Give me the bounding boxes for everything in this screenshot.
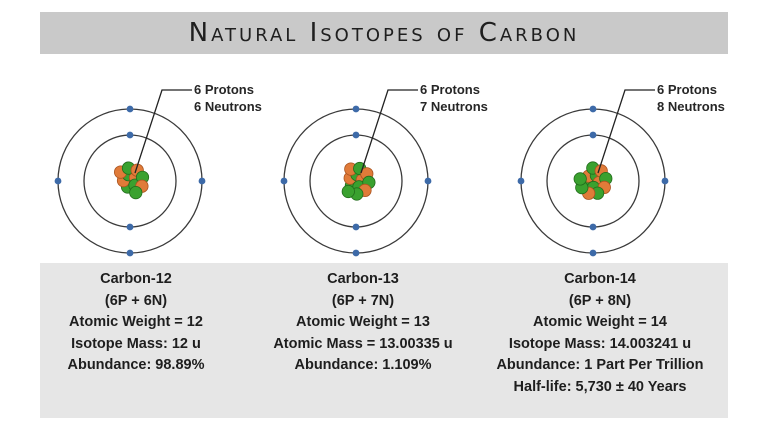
abundance: Abundance: 1 Part Per Trillion — [496, 357, 704, 373]
electron — [126, 131, 134, 139]
label-leader-line — [134, 89, 192, 174]
half-life: Half-life: 5,730 ± 40 Years — [513, 378, 687, 395]
info-carbon-14: Carbon-14 (6P + 8N) Atomic Weight = 14 I… — [478, 269, 722, 398]
atom-diagram-carbon-14: 6 Protons 8 Neutrons — [517, 82, 725, 257]
neutron — [341, 184, 355, 199]
label-leader-line — [597, 89, 655, 174]
isotope-mass: Isotope Mass: 12 u — [71, 335, 201, 352]
info-carbon-13: Carbon-13 (6P + 7N) Atomic Weight = 13 A… — [255, 269, 471, 377]
electron — [352, 249, 360, 257]
neutrons-label: 6 Neutrons — [194, 99, 262, 114]
isotope-composition: (6P + 8N) — [568, 292, 632, 309]
electron — [54, 177, 62, 185]
electron — [589, 131, 597, 139]
atom-diagram-carbon-12: 6 Protons 6 Neutrons — [54, 82, 262, 257]
isotope-mass: Isotope Mass: 14.003241 u — [508, 335, 692, 352]
abundance: Abundance: 98.89% — [67, 357, 205, 373]
label-leader-line — [360, 89, 418, 174]
atomic-weight: Atomic Weight = 12 — [69, 314, 203, 330]
neutron — [129, 186, 143, 200]
neutron — [573, 172, 587, 186]
abundance: Abundance: 1.109% — [294, 357, 432, 373]
isotope-composition: (6P + 6N) — [104, 292, 168, 309]
atomic-mass: Atomic Mass = 13.00335 u — [273, 335, 453, 352]
isotope-name: Carbon-12 — [100, 271, 172, 287]
atomic-weight: Atomic Weight = 14 — [533, 314, 667, 330]
neutrons-label: 8 Neutrons — [657, 99, 725, 114]
electron — [280, 177, 288, 185]
atom-diagram-carbon-13: 6 Protons 7 Neutrons — [280, 82, 488, 257]
title-bar: Natural Isotopes of Carbon — [40, 12, 728, 54]
electrons — [54, 105, 206, 257]
nucleus — [114, 161, 150, 200]
electron — [352, 131, 360, 139]
electron — [352, 223, 360, 231]
electron — [126, 105, 134, 113]
electrons — [517, 105, 669, 257]
electron — [198, 177, 206, 185]
atomic-weight: Atomic Weight = 13 — [296, 314, 430, 330]
diagram-title: Natural Isotopes of Carbon — [188, 18, 580, 48]
isotope-name: Carbon-13 — [327, 271, 399, 287]
electron — [589, 223, 597, 231]
isotope-name: Carbon-14 — [564, 271, 636, 287]
isotope-composition: (6P + 7N) — [331, 292, 395, 309]
electron — [517, 177, 525, 185]
protons-label: 6 Protons — [194, 82, 254, 97]
electron — [126, 223, 134, 231]
electron — [424, 177, 432, 185]
electrons — [280, 105, 432, 257]
electron — [126, 249, 134, 257]
protons-label: 6 Protons — [420, 82, 480, 97]
electron — [589, 249, 597, 257]
nucleus — [341, 161, 376, 201]
neutrons-label: 7 Neutrons — [420, 99, 488, 114]
electron — [589, 105, 597, 113]
protons-label: 6 Protons — [657, 82, 717, 97]
electron — [352, 105, 360, 113]
isotope-info-panel: Carbon-12 (6P + 6N) Atomic Weight = 12 I… — [40, 263, 728, 418]
electron — [661, 177, 669, 185]
nucleus — [573, 161, 613, 200]
info-carbon-12: Carbon-12 (6P + 6N) Atomic Weight = 12 I… — [46, 269, 226, 377]
